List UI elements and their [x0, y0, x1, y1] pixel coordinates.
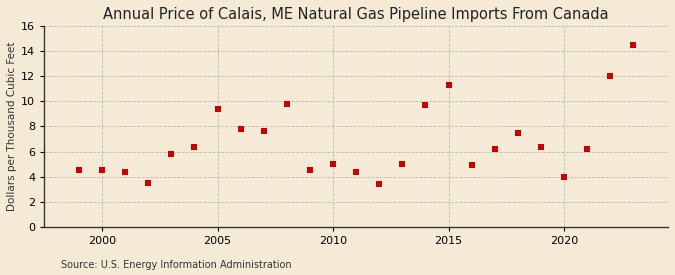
Point — [512, 131, 523, 135]
Point — [212, 107, 223, 111]
Text: Source: U.S. Energy Information Administration: Source: U.S. Energy Information Administ… — [61, 260, 292, 270]
Point — [27, 224, 38, 229]
Point — [628, 43, 639, 47]
Point — [259, 129, 269, 134]
Title: Annual Price of Calais, ME Natural Gas Pipeline Imports From Canada: Annual Price of Calais, ME Natural Gas P… — [103, 7, 609, 22]
Point — [535, 144, 546, 149]
Point — [605, 74, 616, 78]
Point — [374, 182, 385, 186]
Point — [119, 169, 130, 174]
Point — [304, 168, 315, 173]
Y-axis label: Dollars per Thousand Cubic Feet: Dollars per Thousand Cubic Feet — [7, 42, 17, 211]
Point — [351, 169, 362, 174]
Point — [143, 181, 154, 185]
Point — [74, 168, 84, 173]
Point — [489, 147, 500, 151]
Point — [443, 83, 454, 87]
Point — [97, 168, 107, 173]
Point — [559, 175, 570, 179]
Point — [189, 144, 200, 149]
Point — [166, 152, 177, 156]
Point — [582, 147, 593, 151]
Point — [466, 163, 477, 168]
Point — [281, 102, 292, 106]
Point — [397, 162, 408, 166]
Point — [327, 162, 338, 166]
Point — [236, 127, 246, 131]
Point — [420, 103, 431, 107]
